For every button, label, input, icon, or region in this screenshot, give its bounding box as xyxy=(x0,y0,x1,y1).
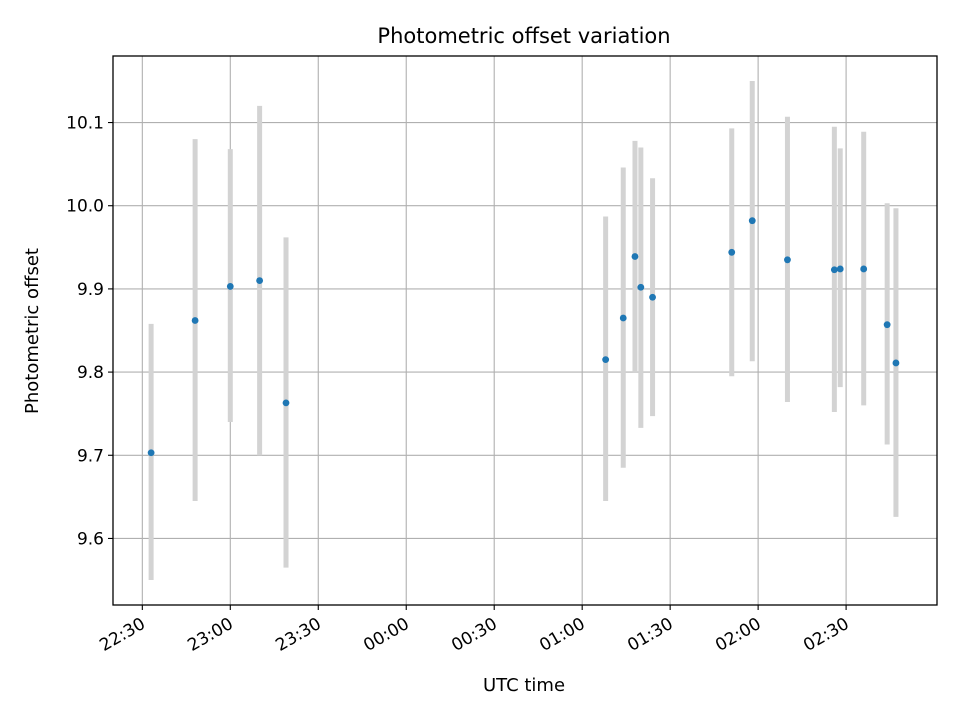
data-point xyxy=(892,359,900,367)
plot-frame xyxy=(112,55,938,606)
data-point xyxy=(637,283,645,291)
y-tick-label: 9.7 xyxy=(77,446,104,466)
y-tick-label: 9.8 xyxy=(77,363,104,383)
data-point xyxy=(256,277,264,284)
grid xyxy=(113,56,937,605)
data-point xyxy=(619,314,627,322)
data-point xyxy=(836,265,844,273)
data-points xyxy=(147,217,900,457)
y-axis: 9.6 9.7 9.8 9.9 10.0 10.1 xyxy=(66,114,113,549)
chart-title: Photometric offset variation xyxy=(377,24,670,48)
data-point xyxy=(631,253,639,260)
x-axis-title: UTC time xyxy=(483,675,565,696)
y-tick-label: 10.1 xyxy=(66,114,104,134)
data-point xyxy=(649,293,656,301)
y-tick-label: 10.0 xyxy=(66,197,104,217)
data-point xyxy=(728,248,736,256)
data-point xyxy=(748,217,756,225)
data-point xyxy=(860,265,868,273)
data-point xyxy=(191,317,199,324)
data-point xyxy=(883,321,891,329)
y-tick-label: 9.6 xyxy=(77,529,104,549)
y-tick-label: 9.9 xyxy=(77,280,104,300)
data-point xyxy=(784,256,791,264)
data-point xyxy=(226,283,234,290)
data-point xyxy=(282,399,290,407)
data-point xyxy=(830,266,838,274)
y-axis-title: Photometric offset xyxy=(22,248,43,414)
data-point xyxy=(602,356,610,364)
data-point xyxy=(147,449,155,457)
